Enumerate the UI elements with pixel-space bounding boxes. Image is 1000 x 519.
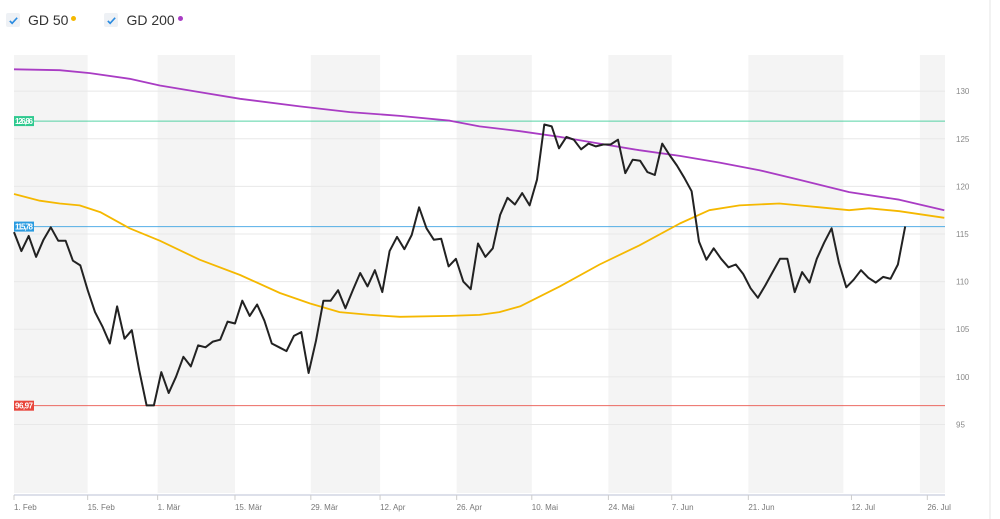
- x-tick-label: 1. Feb: [14, 503, 37, 512]
- y-tick-label: 120: [956, 182, 970, 191]
- legend-label: GD 50: [28, 12, 69, 28]
- reference-label-box: [14, 116, 34, 127]
- x-tick-label: 26. Jul: [927, 503, 951, 512]
- reference-label-box: [14, 400, 34, 411]
- x-tick-label: 12. Jul: [851, 503, 875, 512]
- legend-color-dot: [177, 16, 183, 21]
- reference-label: 126,86: [15, 117, 34, 126]
- x-tick-label: 15. Feb: [88, 503, 116, 512]
- checkbox-gd200[interactable]: [104, 13, 119, 27]
- x-tick-label: 24. Mai: [608, 503, 634, 512]
- series-line-kurs: [13, 123, 907, 407]
- reference-label: 115,78: [15, 223, 34, 232]
- x-tick-label: 15. Mär: [235, 503, 262, 512]
- x-tick-label: 1. Mär: [158, 503, 181, 512]
- check-icon: [107, 16, 116, 24]
- shaded-band: [748, 55, 844, 493]
- y-tick-label: 95: [956, 420, 965, 429]
- gridlines: [14, 90, 945, 425]
- legend-label: GD 200: [126, 12, 175, 28]
- shaded-band: [919, 55, 945, 493]
- series-lines: [13, 68, 945, 407]
- x-axis: 1. Feb 15. Feb 1. Mär 15. Mär 29. Mär 12. Apr…: [13, 494, 951, 512]
- x-tick-label: 7. Jun: [672, 503, 694, 512]
- y-tick-label: 105: [956, 325, 970, 334]
- legend-item-gd200[interactable]: GD 200: [104, 12, 183, 28]
- shaded-band: [157, 55, 235, 493]
- x-tick-label: 10. Mai: [532, 503, 558, 512]
- reference-label-box: [14, 221, 34, 232]
- series-line-gd-200: [13, 68, 945, 212]
- x-tick-label: 26. Apr: [457, 503, 483, 512]
- y-tick-label: 125: [956, 135, 970, 144]
- y-tick-label: 110: [956, 278, 969, 287]
- checkbox-gd50[interactable]: [6, 13, 20, 27]
- legend-color-dot: [71, 16, 77, 21]
- check-icon: [8, 16, 18, 24]
- reference-label: 96,97: [15, 402, 34, 411]
- shaded-band: [14, 55, 88, 493]
- shaded-band: [310, 55, 381, 493]
- legend: GD 50 GD 200: [6, 12, 183, 28]
- x-tick-label: 12. Apr: [380, 503, 406, 512]
- shaded-band: [608, 55, 672, 493]
- x-tick-label: 21. Jun: [748, 503, 774, 512]
- y-tick-label: 100: [956, 373, 970, 382]
- y-axis: 95 100 105 110 115 120 125 130: [956, 87, 970, 429]
- legend-item-gd50[interactable]: GD 50: [6, 12, 77, 28]
- x-tick-label: 29. Mär: [311, 503, 338, 512]
- reference-lines: 126,86 115,78 96,97: [14, 116, 945, 411]
- series-line-gd-50: [13, 193, 945, 318]
- y-tick-label: 115: [956, 230, 969, 239]
- y-tick-label: 130: [956, 87, 970, 96]
